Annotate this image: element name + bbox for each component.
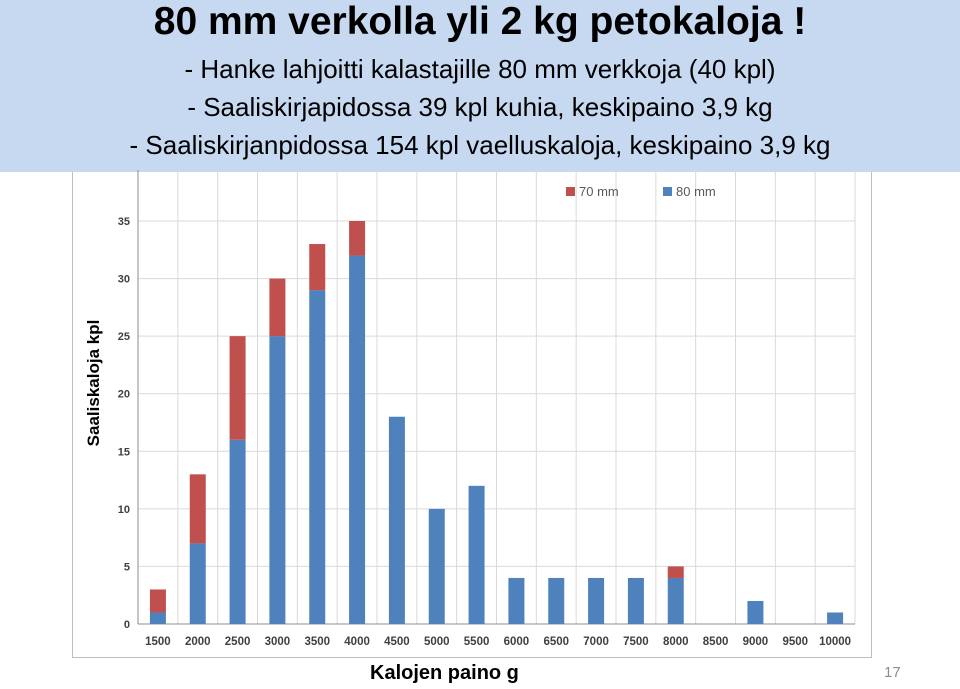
legend-swatch (663, 187, 672, 196)
y-tick-label: 35 (118, 216, 130, 228)
bar-70-mm (349, 221, 366, 256)
bar-80-mm (269, 336, 286, 624)
x-axis-label: Kalojen paino g (370, 662, 519, 684)
bar-70-mm (667, 566, 684, 578)
x-tick-label: 1500 (145, 636, 171, 648)
x-tick-label: 5000 (424, 636, 450, 648)
x-tick-label: 7500 (623, 636, 649, 648)
bar-80-mm (508, 577, 525, 624)
x-tick-label: 6500 (543, 636, 569, 648)
slide-header: 80 mm verkolla yli 2 kg petokaloja ! - H… (0, 0, 960, 172)
y-tick-label: 15 (118, 446, 130, 458)
x-tick-label: 9500 (782, 636, 808, 648)
bar-70-mm (269, 278, 286, 337)
slide-number: 17 (884, 664, 901, 681)
x-tick-label: 9000 (743, 636, 769, 648)
bar-80-mm (588, 577, 605, 624)
y-axis-label: Saaliskaloja kpl (84, 319, 103, 447)
bar-70-mm (149, 589, 166, 613)
bar-80-mm (388, 416, 405, 624)
bar-80-mm (667, 577, 684, 624)
bar-80-mm (548, 577, 565, 624)
y-tick-label: 25 (118, 331, 130, 343)
bar-80-mm (149, 612, 166, 624)
y-tick-label: 10 (118, 504, 130, 516)
x-tick-label: 3000 (265, 636, 291, 648)
x-tick-label: 4500 (384, 636, 410, 648)
bullet-item: - Hanke lahjoitti kalastajille 80 mm ver… (184, 54, 776, 84)
x-tick-label: 8000 (663, 636, 689, 648)
x-tick-label: 5500 (464, 636, 490, 648)
bar-70-mm (309, 244, 326, 291)
bar-80-mm (747, 600, 764, 624)
x-tick-label: 7000 (583, 636, 609, 648)
bar-80-mm (827, 612, 844, 624)
x-tick-label: 6000 (504, 636, 530, 648)
bullet-item: - Saaliskirjapidossa 39 kpl kuhia, keski… (187, 92, 773, 122)
x-tick-label: 8500 (703, 636, 729, 648)
y-tick-label: 0 (124, 619, 130, 631)
bar-70-mm (229, 336, 246, 440)
x-tick-label: 2500 (225, 636, 251, 648)
x-tick-label: 10000 (819, 636, 851, 648)
bar-80-mm (627, 577, 644, 624)
bar-80-mm (309, 290, 326, 624)
x-tick-label: 4000 (344, 636, 370, 648)
x-tick-label: 3500 (304, 636, 330, 648)
bar-80-mm (349, 255, 366, 625)
y-tick-label: 30 (118, 274, 130, 286)
y-tick-label: 20 (118, 389, 130, 401)
y-tick-label: 5 (124, 561, 130, 573)
bar-80-mm (468, 485, 485, 624)
bar-70-mm (189, 474, 206, 544)
bar-80-mm (189, 543, 206, 624)
legend-swatch (566, 187, 575, 196)
bullet-list: - Hanke lahjoitti kalastajille 80 mm ver… (0, 50, 960, 164)
bullet-item: - Saaliskirjanpidossa 154 kpl vaelluskal… (129, 130, 831, 160)
legend-label: 80 mm (676, 184, 716, 199)
bar-80-mm (229, 439, 246, 624)
slide-title: 80 mm verkolla yli 2 kg petokaloja ! (153, 0, 807, 43)
bar-80-mm (428, 508, 445, 624)
x-tick-label: 2000 (185, 636, 211, 648)
legend-label: 70 mm (579, 184, 619, 199)
